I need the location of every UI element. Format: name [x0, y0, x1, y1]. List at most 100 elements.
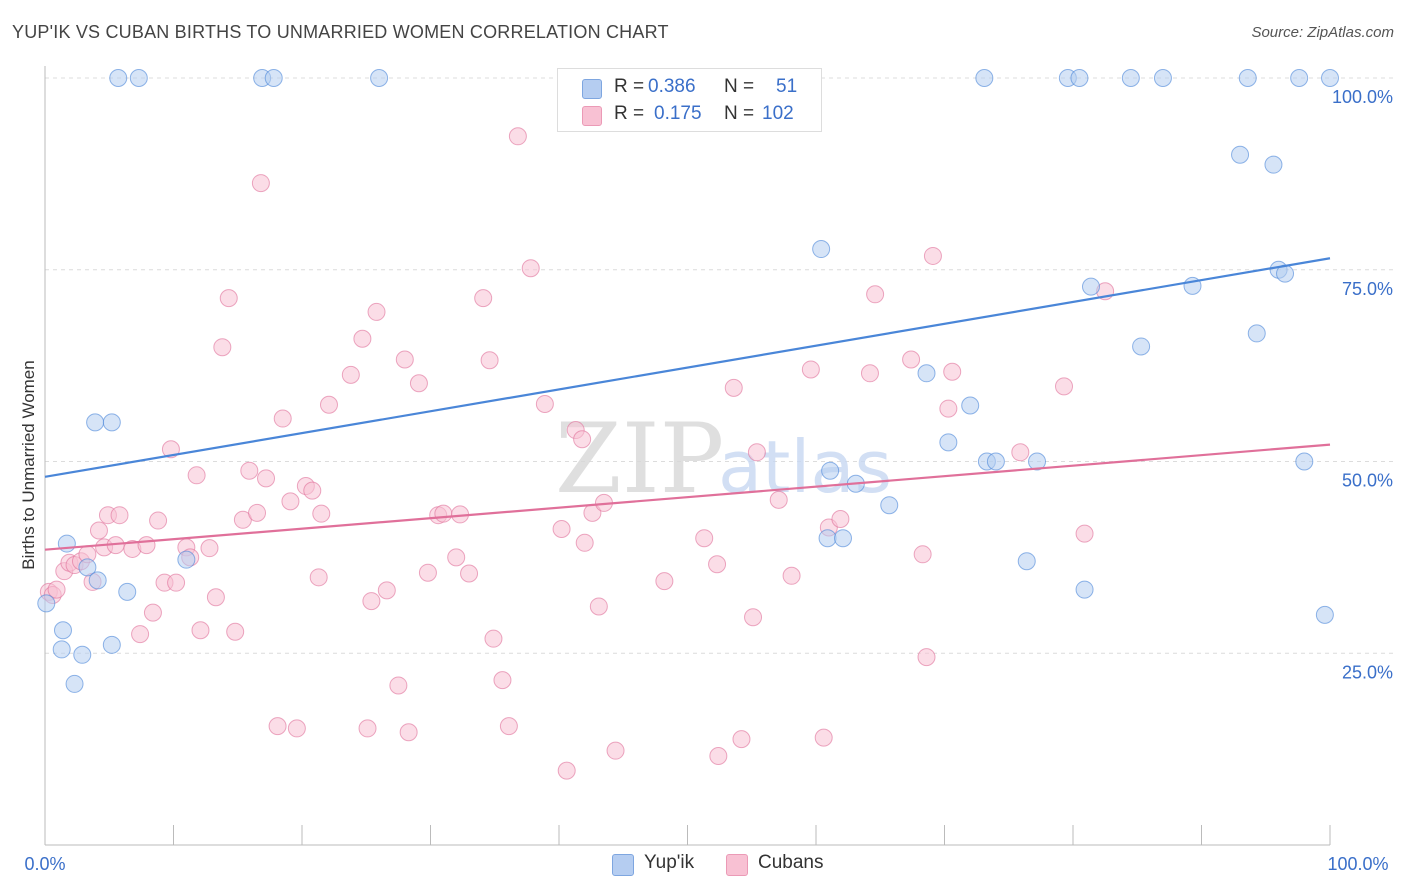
cubans-point[interactable] — [943, 362, 962, 381]
yupik-point[interactable] — [975, 69, 994, 87]
yupik-point[interactable] — [129, 69, 148, 87]
yupik-point[interactable] — [1070, 69, 1089, 87]
yupik-point[interactable] — [73, 645, 92, 664]
cubans-point[interactable] — [1075, 524, 1094, 543]
yupik-point[interactable] — [57, 534, 76, 553]
yupik-point[interactable] — [812, 240, 831, 259]
cubans-point[interactable] — [395, 350, 414, 369]
cubans-point[interactable] — [213, 338, 232, 357]
cubans-point[interactable] — [831, 510, 850, 529]
cubans-point[interactable] — [913, 545, 932, 564]
yupik-point[interactable] — [939, 433, 958, 452]
yupik-point[interactable] — [1295, 452, 1314, 471]
cubans-point[interactable] — [708, 555, 727, 574]
cubans-point[interactable] — [131, 625, 150, 644]
cubans-point[interactable] — [47, 580, 66, 599]
cubans-point[interactable] — [409, 374, 428, 393]
yupik-point[interactable] — [88, 571, 107, 590]
yupik-point[interactable] — [917, 364, 936, 383]
cubans-point[interactable] — [268, 717, 287, 736]
yupik-point[interactable] — [52, 640, 71, 659]
cubans-point[interactable] — [460, 564, 479, 583]
cubans-point[interactable] — [447, 548, 466, 567]
yupik-point[interactable] — [821, 461, 840, 480]
cubans-point[interactable] — [575, 533, 594, 552]
cubans-point[interactable] — [226, 622, 245, 641]
cubans-point[interactable] — [557, 761, 576, 780]
cubans-point[interactable] — [399, 723, 418, 742]
cubans-point[interactable] — [219, 289, 238, 308]
yupik-point[interactable] — [961, 396, 980, 415]
cubans-point[interactable] — [281, 492, 300, 511]
cubans-point[interactable] — [814, 728, 833, 747]
cubans-point[interactable] — [484, 629, 503, 648]
cubans-point[interactable] — [769, 490, 788, 509]
yupik-point[interactable] — [833, 529, 852, 548]
yupik-point[interactable] — [1081, 277, 1100, 296]
yupik-point[interactable] — [102, 635, 121, 654]
cubans-point[interactable] — [353, 329, 372, 348]
yupik-point[interactable] — [1321, 69, 1339, 87]
cubans-point[interactable] — [303, 481, 322, 500]
cubans-point[interactable] — [312, 504, 331, 523]
cubans-point[interactable] — [418, 563, 437, 582]
cubans-point[interactable] — [187, 466, 206, 485]
yupik-point[interactable] — [37, 594, 56, 613]
yupik-point[interactable] — [118, 582, 137, 601]
yupik-point[interactable] — [1121, 69, 1140, 87]
yupik-point[interactable] — [880, 496, 899, 515]
cubans-point[interactable] — [251, 174, 270, 193]
cubans-point[interactable] — [801, 360, 820, 379]
cubans-point[interactable] — [358, 719, 377, 738]
cubans-point[interactable] — [589, 597, 608, 616]
cubans-point[interactable] — [695, 529, 714, 548]
cubans-point[interactable] — [149, 511, 168, 530]
cubans-point[interactable] — [248, 503, 267, 522]
cubans-point[interactable] — [552, 519, 571, 538]
cubans-point[interactable] — [273, 409, 292, 428]
cubans-point[interactable] — [389, 676, 408, 695]
yupik-point[interactable] — [1238, 69, 1257, 87]
cubans-point[interactable] — [167, 573, 186, 592]
cubans-point[interactable] — [341, 365, 360, 384]
yupik-point[interactable] — [1264, 155, 1283, 174]
cubans-point[interactable] — [521, 259, 540, 278]
cubans-point[interactable] — [1011, 443, 1030, 462]
cubans-point[interactable] — [782, 566, 801, 585]
cubans-point[interactable] — [732, 730, 751, 749]
yupik-point[interactable] — [818, 529, 837, 548]
yupik-point[interactable] — [1132, 337, 1151, 356]
cubans-point[interactable] — [744, 608, 763, 627]
cubans-point[interactable] — [508, 127, 527, 146]
yupik-point[interactable] — [53, 621, 72, 640]
yupik-point[interactable] — [1315, 605, 1334, 624]
cubans-point[interactable] — [535, 394, 554, 413]
cubans-point[interactable] — [902, 350, 921, 369]
yupik-point[interactable] — [86, 413, 105, 432]
cubans-point[interactable] — [917, 648, 936, 667]
cubans-point[interactable] — [655, 572, 674, 591]
yupik-point[interactable] — [109, 69, 128, 87]
yupik-point[interactable] — [102, 413, 121, 432]
cubans-point[interactable] — [860, 364, 879, 383]
cubans-point[interactable] — [866, 285, 885, 304]
cubans-point[interactable] — [573, 430, 592, 449]
cubans-point[interactable] — [206, 588, 225, 607]
cubans-point[interactable] — [137, 536, 156, 555]
yupik-point[interactable] — [1231, 145, 1250, 164]
cubans-point[interactable] — [499, 717, 518, 736]
cubans-point[interactable] — [367, 302, 386, 321]
cubans-point[interactable] — [493, 671, 512, 690]
cubans-point[interactable] — [309, 568, 328, 587]
yupik-point[interactable] — [177, 550, 196, 569]
cubans-point[interactable] — [240, 461, 259, 480]
cubans-point[interactable] — [377, 581, 396, 600]
yupik-point[interactable] — [370, 69, 389, 87]
yupik-point[interactable] — [1290, 69, 1309, 87]
cubans-point[interactable] — [191, 621, 210, 640]
cubans-point[interactable] — [257, 469, 276, 488]
yupik-point[interactable] — [264, 69, 283, 87]
cubans-point[interactable] — [474, 289, 493, 308]
yupik-point[interactable] — [1075, 580, 1094, 599]
cubans-point[interactable] — [480, 351, 499, 370]
